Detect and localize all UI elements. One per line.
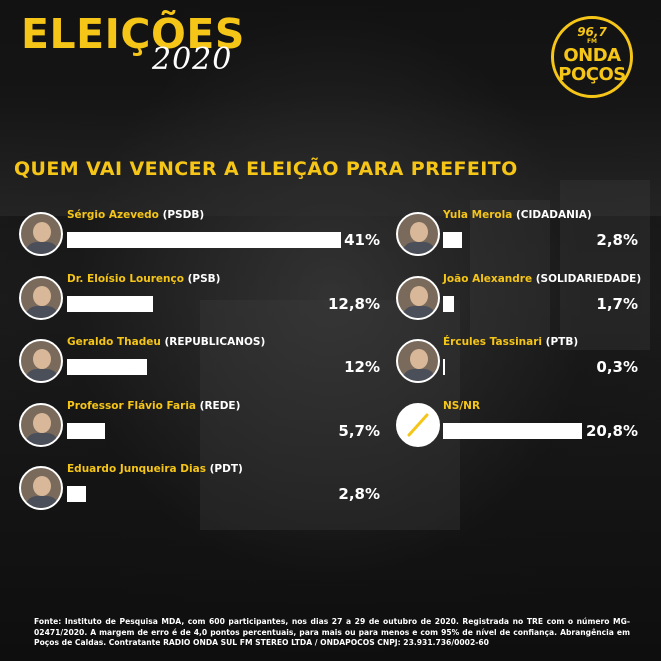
candidate-name: NS/NR xyxy=(443,400,480,412)
vote-bar xyxy=(67,295,153,312)
vote-bar xyxy=(443,295,455,312)
vote-percentage: 2,8% xyxy=(338,485,380,503)
candidate-photo xyxy=(396,275,440,320)
radio-logo: 96,7 FM ONDA POÇOS xyxy=(551,16,633,98)
elections-year: 2020 xyxy=(152,42,233,77)
candidate-party: (CIDADANIA) xyxy=(515,209,592,221)
vote-percentage: 2,8% xyxy=(596,231,638,249)
candidate-party: (SOLIDARIEDADE) xyxy=(535,272,642,285)
candidate-photo xyxy=(19,339,63,383)
vote-bar xyxy=(67,359,148,375)
candidate-name-text: Yula Merola xyxy=(443,209,513,221)
candidate-name: João Alexandre (SOLIDARIEDADE) xyxy=(443,273,641,285)
candidate-name: Eduardo Junqueira Dias (PDT) xyxy=(67,463,243,475)
vote-bar xyxy=(67,232,341,248)
candidate-photo xyxy=(396,339,440,383)
vote-percentage: 20,8% xyxy=(585,421,638,440)
candidate-photo xyxy=(19,402,63,447)
candidate-name: Professor Flávio Faria (REDE) xyxy=(67,400,240,412)
vote-percentage: 41% xyxy=(344,231,380,249)
candidate-party: (PSDB) xyxy=(162,209,205,221)
candidate-photo xyxy=(396,212,440,256)
radio-band: FM xyxy=(586,38,598,45)
candidate-name-text: Sérgio Azevedo xyxy=(67,209,159,221)
candidate-name-text: Professor Flávio Faria xyxy=(67,399,196,412)
building-silhouette xyxy=(560,180,650,350)
vote-percentage: 12,8% xyxy=(327,294,380,313)
candidate-name-text: NS/NR xyxy=(443,399,481,412)
candidate-name-text: Eduardo Junqueira Dias xyxy=(67,463,206,475)
candidate-name: Dr. Eloísio Lourenço (PSB) xyxy=(67,273,220,285)
candidate-name-text: Dr. Eloísio Lourenço xyxy=(67,272,184,285)
vote-bar xyxy=(443,232,462,248)
vote-bar xyxy=(67,422,106,439)
candidate-name: Geraldo Thadeu (REPUBLICANOS) xyxy=(67,336,265,348)
candidate-photo xyxy=(19,212,63,256)
candidate-party: (PDT) xyxy=(209,463,243,475)
vote-percentage: 12% xyxy=(344,358,380,376)
vote-percentage: 1,7% xyxy=(596,294,638,313)
chart-headline: QUEM VAI VENCER A ELEIÇÃO PARA PREFEITO xyxy=(14,158,518,180)
radio-name-line2: POÇOS xyxy=(558,64,626,85)
candidate-name: Sérgio Azevedo (PSDB) xyxy=(67,209,204,221)
vote-bar xyxy=(443,359,445,375)
source-footnote: Fonte: Instituto de Pesquisa MDA, com 60… xyxy=(34,617,630,647)
radio-frequency: 96,7 xyxy=(577,25,607,39)
vote-percentage: 0,3% xyxy=(596,358,638,376)
building-silhouette xyxy=(470,200,550,340)
radio-name-line1: ONDA xyxy=(563,45,621,66)
city-skyline-backdrop xyxy=(0,96,661,216)
undecided-icon xyxy=(396,402,440,447)
candidate-party: (REDE) xyxy=(199,399,241,412)
candidate-party: (PTB) xyxy=(545,336,579,348)
candidate-photo xyxy=(19,466,63,510)
candidate-name-text: Ércules Tassinari xyxy=(443,336,543,348)
candidate-name: Yula Merola (CIDADANIA) xyxy=(443,209,592,221)
candidate-party: (REPUBLICANOS) xyxy=(164,336,266,348)
vote-percentage: 5,7% xyxy=(338,421,380,440)
candidate-name: Ércules Tassinari (PTB) xyxy=(443,336,578,348)
candidate-name-text: Geraldo Thadeu xyxy=(67,336,161,348)
candidate-name-text: João Alexandre xyxy=(443,272,533,285)
vote-bar xyxy=(67,486,86,502)
candidate-party: (PSB) xyxy=(187,272,221,285)
elections-title: ELEIÇÕES xyxy=(21,10,245,58)
candidate-photo xyxy=(19,275,63,320)
vote-bar xyxy=(443,422,582,439)
